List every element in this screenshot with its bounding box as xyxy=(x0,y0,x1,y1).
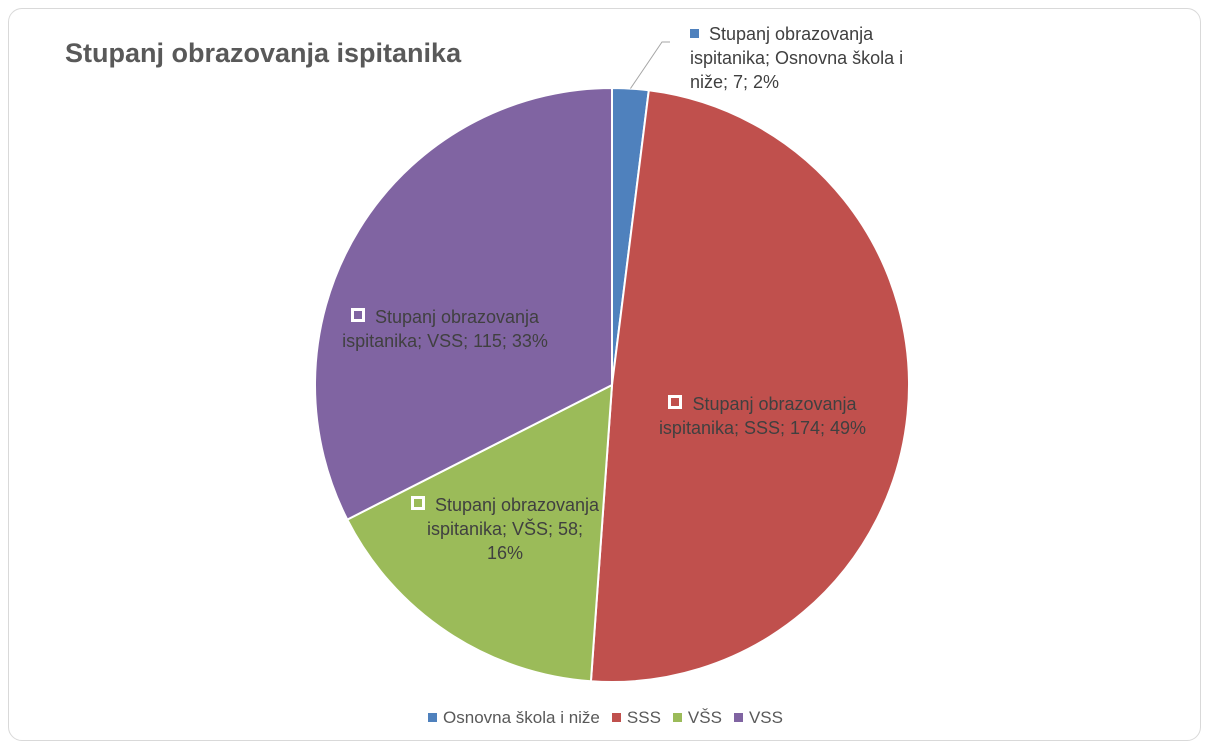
legend: Osnovna škola i niže SSS VŠS VSS xyxy=(0,708,1211,728)
label-key xyxy=(410,496,425,510)
chart-title: Stupanj obrazovanja ispitanika xyxy=(65,38,462,68)
legend-item: VSS xyxy=(733,708,783,728)
data-label-text: Stupanj obrazovanja ispitanika; VSS; 115… xyxy=(342,307,548,351)
legend-key xyxy=(733,713,743,722)
data-label-text: Stupanj obrazovanja ispitanika; SSS; 174… xyxy=(658,394,867,438)
data-label: Stupanj obrazovanja ispitanika; Osnovna … xyxy=(690,22,930,94)
legend-key xyxy=(611,713,621,722)
legend-item: SSS xyxy=(611,708,661,728)
data-label-text: Stupanj obrazovanja ispitanika; Osnovna … xyxy=(690,24,904,92)
legend-key xyxy=(672,713,682,722)
leader-line xyxy=(630,41,670,89)
pie-slice xyxy=(589,89,911,683)
legend-label: SSS xyxy=(626,708,661,727)
data-label: Stupanj obrazovanja ispitanika; SSS; 174… xyxy=(650,392,875,440)
legend-label: VSS xyxy=(748,708,783,727)
data-label: Stupanj obrazovanja ispitanika; VSS; 115… xyxy=(320,305,570,353)
legend-key xyxy=(428,713,438,722)
pie-slice xyxy=(345,383,614,683)
label-key xyxy=(690,29,699,38)
pie-slice xyxy=(314,86,613,521)
label-key xyxy=(350,308,365,322)
legend-label: VŠS xyxy=(687,708,722,727)
legend-item: VŠS xyxy=(672,708,722,728)
chart-frame xyxy=(8,8,1201,741)
data-label-text: Stupanj obrazovanja ispitanika; VŠS; 58;… xyxy=(426,495,600,563)
legend-label: Osnovna škola i niže xyxy=(443,708,600,727)
data-label: Stupanj obrazovanja ispitanika; VŠS; 58;… xyxy=(410,493,600,565)
label-key xyxy=(668,395,683,409)
legend-item: Osnovna škola i niže xyxy=(428,708,600,728)
